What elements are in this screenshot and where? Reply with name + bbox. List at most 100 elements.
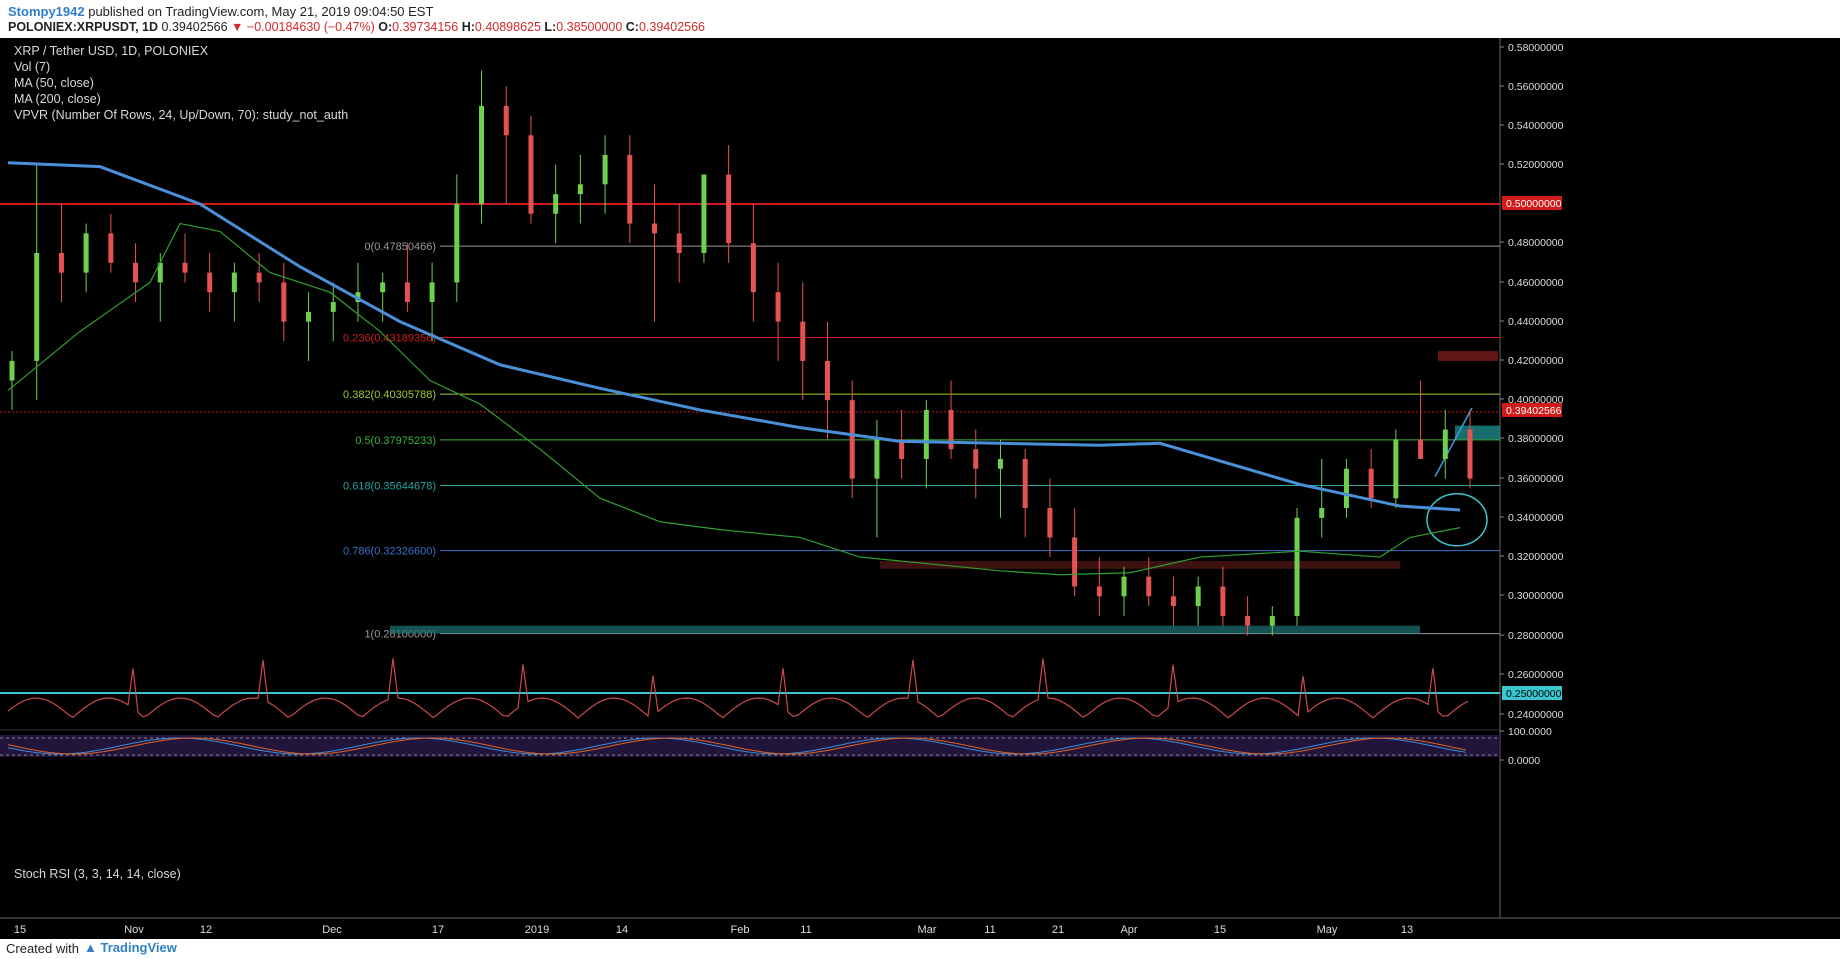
price-axis-label: 0.42000000 xyxy=(1508,355,1564,367)
mid-supply-zone xyxy=(880,560,1400,569)
candle-body xyxy=(207,272,213,293)
time-axis-label: 15 xyxy=(14,924,26,936)
candle-body xyxy=(1368,468,1374,499)
publish-line: Stompy1942 published on TradingView.com,… xyxy=(8,4,433,19)
candle-body xyxy=(899,439,905,459)
price-axis-label: 0.28000000 xyxy=(1508,630,1564,642)
high-label: H: xyxy=(461,20,475,34)
candle-body xyxy=(1319,508,1325,518)
candle-body xyxy=(281,282,287,322)
candle-body xyxy=(1170,596,1176,607)
support-zone xyxy=(1455,425,1500,440)
last-price: 0.39402566 xyxy=(161,20,228,34)
candle-body xyxy=(676,233,682,253)
candle-body xyxy=(948,409,954,450)
trend-line xyxy=(1434,407,1473,477)
highlight-circle xyxy=(1426,493,1488,547)
candle-body xyxy=(1096,586,1102,597)
candle-body xyxy=(652,223,658,234)
price-tag-label: 0.25000000 xyxy=(1506,688,1562,700)
stoch-d-line xyxy=(7,737,1467,755)
resistance-zone xyxy=(1438,351,1498,361)
price-axis-label: 0.24000000 xyxy=(1508,709,1564,721)
price-change: ▼ −0.00184630 (−0.47%) xyxy=(231,20,375,34)
candle-body xyxy=(9,360,15,381)
candle-body xyxy=(800,321,806,361)
candle-body xyxy=(1393,439,1399,499)
price-axis-label: 100.0000 xyxy=(1508,726,1552,738)
price-axis-label: 0.32000000 xyxy=(1508,551,1564,563)
candle-body xyxy=(701,174,707,253)
ma200-line xyxy=(7,161,1461,512)
price-tag-bg xyxy=(1502,686,1562,700)
candle-body xyxy=(849,400,855,479)
tradingview-logo[interactable]: ▲ TradingView xyxy=(84,940,177,955)
price-tag-bg xyxy=(1502,403,1562,417)
fib-level-label: 0(0.47850466) xyxy=(364,241,436,253)
price-axis-label: 0.54000000 xyxy=(1508,120,1564,132)
candle-body xyxy=(1195,586,1201,607)
candle-body xyxy=(997,458,1003,469)
candle-body xyxy=(1072,537,1078,587)
price-axis-label: 0.48000000 xyxy=(1508,237,1564,249)
fib-level-label: 0.618(0.35644678) xyxy=(343,481,436,493)
candle-body xyxy=(1047,508,1053,538)
open-label: O: xyxy=(378,20,393,34)
legend-vpvr: VPVR (Number Of Rows, 24, Up/Down, 70): … xyxy=(14,108,349,122)
candle-body xyxy=(775,292,781,322)
time-axis-label: May xyxy=(1317,924,1338,936)
candle-body xyxy=(627,154,633,224)
price-chart[interactable]: 0(0.47850466) 0.236(0.43189356) 0.382(0.40… xyxy=(0,38,1840,939)
price-axis-label: 0.44000000 xyxy=(1508,316,1564,328)
candle-body xyxy=(923,409,929,459)
candle-body xyxy=(429,282,435,303)
price-axis-label: 0.0000 xyxy=(1508,755,1540,767)
candle-body xyxy=(1220,586,1226,616)
candle-body xyxy=(157,262,163,283)
price-axis-label: 0.36000000 xyxy=(1508,473,1564,485)
candle-body xyxy=(1418,439,1424,459)
price-axis-label: 0.26000000 xyxy=(1508,669,1564,681)
time-axis-label: Apr xyxy=(1120,924,1137,936)
legend-ma50: MA (50, close) xyxy=(14,76,94,90)
time-axis-label: 13 xyxy=(1401,924,1413,936)
price-tag-label: 0.39402566 xyxy=(1506,405,1562,417)
fib-level-label: 0.236(0.43189356) xyxy=(343,333,436,345)
time-axis-label: 11 xyxy=(984,924,995,936)
symbol-label: POLONIEX:XRPUSDT, 1D xyxy=(8,20,159,34)
price-axis-label: 0.52000000 xyxy=(1508,159,1564,171)
candle-body xyxy=(824,360,830,401)
footer-created-with: Created with xyxy=(6,941,79,956)
close-value: 0.39402566 xyxy=(638,20,706,34)
legend-title: XRP / Tether USD, 1D, POLONIEX xyxy=(14,44,209,58)
candle-body xyxy=(750,243,756,293)
candle-body xyxy=(454,203,460,283)
candle-body xyxy=(1467,429,1473,479)
candle-body xyxy=(380,282,386,293)
open-value: 0.39734156 xyxy=(392,20,459,34)
time-axis-label: Nov xyxy=(124,924,144,936)
candle-body xyxy=(528,135,534,214)
candle-body xyxy=(330,302,336,312)
fib-level-label: 0.382(0.40305788) xyxy=(343,389,436,401)
ticker-line: POLONIEX:XRPUSDT, 1D 0.39402566 ▼ −0.001… xyxy=(8,20,705,34)
time-axis-label: Mar xyxy=(918,924,937,936)
author-name[interactable]: Stompy1942 xyxy=(8,4,85,19)
price-axis-label: 0.46000000 xyxy=(1508,277,1564,289)
candle-body xyxy=(404,282,410,303)
candle-body xyxy=(83,233,89,273)
price-axis-label: 0.56000000 xyxy=(1508,81,1564,93)
chart-panel[interactable]: 0(0.47850466) 0.236(0.43189356) 0.382(0.40… xyxy=(0,38,1840,939)
fib-level-label: 0.5(0.37975233) xyxy=(355,435,436,447)
ma50-line xyxy=(7,222,1461,576)
fib-level-label: 0.786(0.32326600) xyxy=(343,546,436,558)
candle-body xyxy=(503,105,509,136)
time-axis-label: 11 xyxy=(800,924,811,936)
price-axis-label: 0.30000000 xyxy=(1508,590,1564,602)
candle-body xyxy=(1442,429,1448,459)
candle-body xyxy=(479,105,485,204)
stoch-rsi-band xyxy=(0,735,1500,757)
candle-body xyxy=(58,252,64,273)
time-axis-label: 15 xyxy=(1214,924,1226,936)
chart-header: Stompy1942 published on TradingView.com,… xyxy=(0,0,1840,38)
